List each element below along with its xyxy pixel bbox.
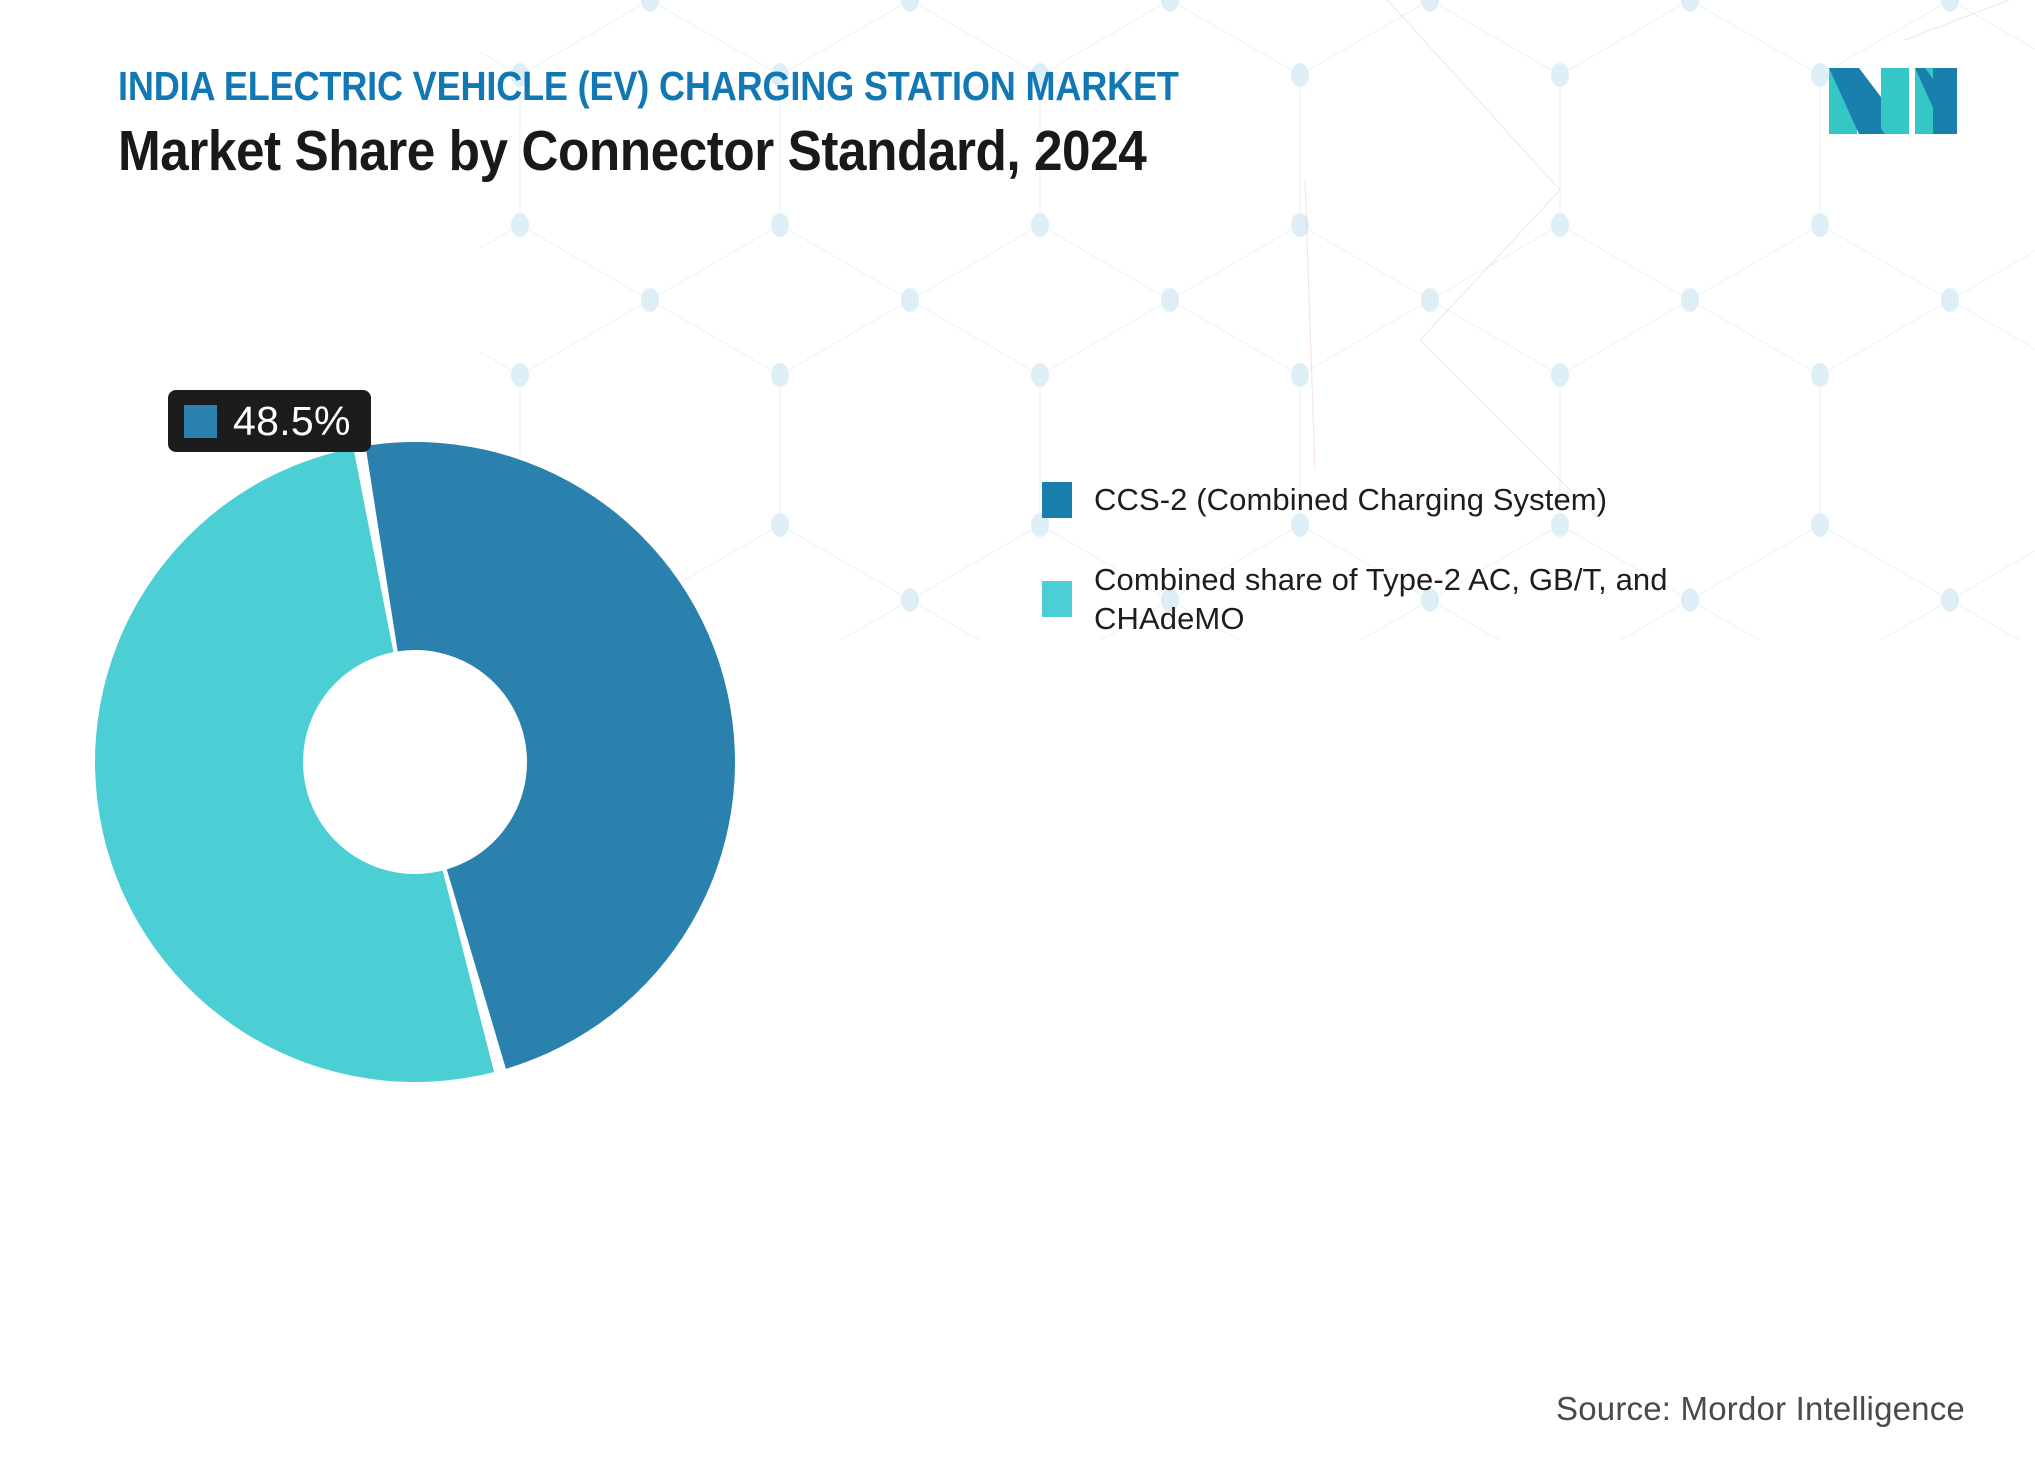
chart-kicker-title: INDIA ELECTRIC VEHICLE (EV) CHARGING STA…	[118, 63, 1179, 109]
legend-swatch-ccs2	[1042, 481, 1072, 518]
donut-slice-combined[interactable]	[95, 447, 495, 1082]
source-attribution: Source: Mordor Intelligence	[1556, 1390, 1965, 1427]
legend-swatch-combined	[1042, 581, 1072, 618]
data-label-value: 48.5%	[233, 397, 351, 444]
data-label-badge: 48.5%	[168, 390, 371, 452]
data-label-swatch	[184, 404, 217, 438]
chart-header: INDIA ELECTRIC VEHICLE (EV) CHARGING STA…	[118, 62, 1338, 184]
legend-item-combined[interactable]: Combined share of Type-2 AC, GB/T, and C…	[1042, 560, 1682, 639]
donut-chart	[95, 442, 735, 1082]
legend-label-combined: Combined share of Type-2 AC, GB/T, and C…	[1094, 561, 1668, 637]
mordor-intelligence-logo	[1829, 68, 1957, 134]
donut-chart-svg	[95, 442, 735, 1082]
legend-item-ccs2[interactable]: CCS-2 (Combined Charging System)	[1042, 480, 1682, 520]
chart-legend: CCS-2 (Combined Charging System) Combine…	[1042, 480, 1682, 679]
legend-label-ccs2: CCS-2 (Combined Charging System)	[1094, 482, 1608, 517]
page-title: Market Share by Connector Standard, 2024	[118, 119, 1147, 184]
donut-slice-ccs2[interactable]	[365, 442, 735, 1069]
